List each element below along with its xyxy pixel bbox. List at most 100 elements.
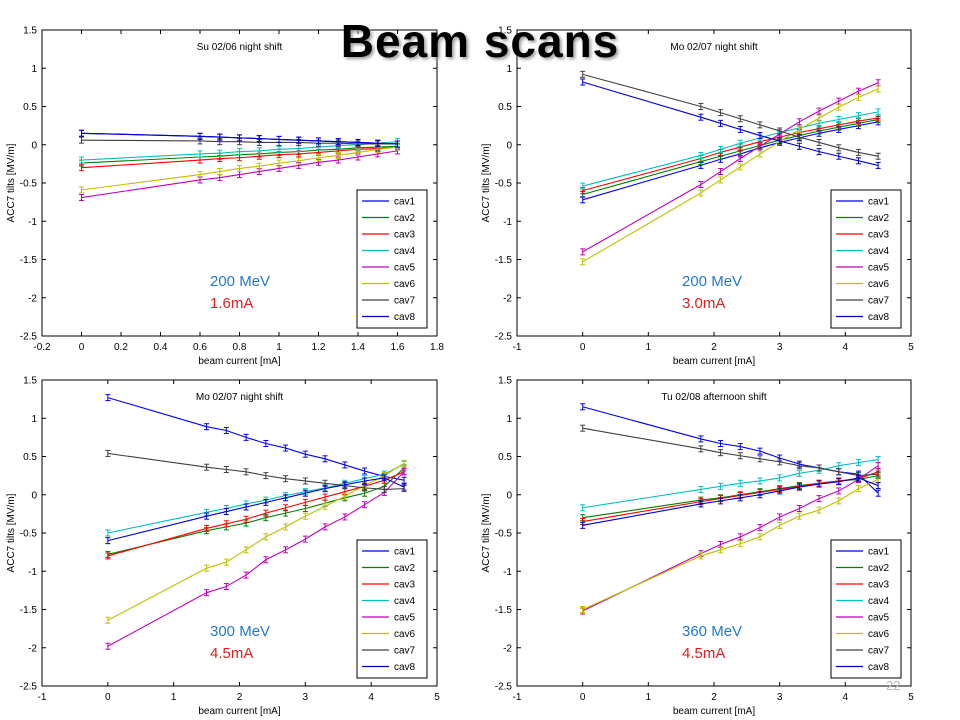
page-number: 22 bbox=[886, 678, 901, 693]
y-tick-label: 1.5 bbox=[498, 376, 512, 387]
annotation-1: 4.5mA bbox=[682, 645, 725, 662]
legend-label: cav2 bbox=[394, 563, 416, 574]
x-tick-label: 4 bbox=[843, 692, 849, 703]
y-tick-label: 0.5 bbox=[23, 102, 37, 113]
legend: cav1 cav2 cav3 cav4 cav5 cav6 cav7 cav8 bbox=[356, 189, 428, 329]
series-line bbox=[107, 463, 405, 534]
series-line bbox=[107, 462, 405, 621]
legend-label: cav5 bbox=[394, 263, 416, 274]
chart-mo-0207-b: -1 0 1 2 3 4 5 -2.5 -2 -1.5 -1 -0.5 0 0.5 1 1.5 beam cur… bbox=[6, 376, 440, 718]
y-tick-label: -2.5 bbox=[495, 332, 513, 343]
x-tick-label: 1 bbox=[646, 342, 652, 353]
y-tick-label: 1 bbox=[31, 64, 37, 75]
y-axis-label: ACC7 tilts [MV/m] bbox=[6, 493, 17, 572]
series-cav7 bbox=[580, 70, 881, 160]
x-tick-label: 3 bbox=[303, 692, 309, 703]
series-cav8 bbox=[580, 474, 881, 529]
series-cav6 bbox=[79, 143, 400, 194]
chart-su-0206: -0.2 0 0.2 0.4 0.6 0.8 1 1.2 1.4 1.6 1.8 -2.5 -2 -1.5… bbox=[6, 26, 444, 368]
series-cav8 bbox=[580, 78, 881, 169]
x-axis-label: beam current [mA] bbox=[673, 356, 755, 367]
x-tick-label: 3 bbox=[777, 692, 783, 703]
y-tick-label: 1.5 bbox=[23, 26, 37, 37]
series-line bbox=[107, 452, 405, 490]
y-tick-label: 1 bbox=[31, 414, 37, 425]
y-axis-label: ACC7 tilts [MV/m] bbox=[6, 143, 17, 222]
legend-label: cav8 bbox=[868, 312, 890, 323]
y-tick-label: 1.5 bbox=[23, 376, 37, 387]
legend-label: cav4 bbox=[394, 246, 416, 257]
x-tick-label: 2 bbox=[711, 342, 717, 353]
x-tick-label: 1 bbox=[646, 692, 652, 703]
legend: cav1 cav2 cav3 cav4 cav5 cav6 cav7 cav8 bbox=[830, 539, 902, 679]
x-tick-label: 1.2 bbox=[312, 342, 326, 353]
x-tick-label: 0 bbox=[105, 692, 111, 703]
x-tick-label: 0.2 bbox=[114, 342, 128, 353]
series-line bbox=[107, 477, 405, 542]
legend-label: cav4 bbox=[394, 596, 416, 607]
y-tick-label: -2 bbox=[503, 293, 512, 304]
series-line bbox=[107, 397, 405, 481]
legend-box bbox=[830, 189, 902, 329]
x-axis-label: beam current [mA] bbox=[673, 706, 755, 717]
y-tick-label: -1 bbox=[28, 567, 37, 578]
legend-label: cav4 bbox=[868, 596, 890, 607]
legend-label: cav1 bbox=[868, 197, 890, 208]
y-tick-label: 0 bbox=[31, 490, 37, 501]
y-tick-label: 0.5 bbox=[498, 102, 512, 113]
legend-label: cav7 bbox=[868, 296, 890, 307]
chart-title: Mo 02/07 night shift bbox=[196, 392, 283, 403]
legend: cav1 cav2 cav3 cav4 cav5 cav6 cav7 cav8 bbox=[356, 539, 428, 679]
series-cav5 bbox=[580, 462, 881, 615]
legend-label: cav2 bbox=[868, 563, 890, 574]
y-tick-label: -2 bbox=[28, 643, 37, 654]
y-tick-label: 1 bbox=[506, 414, 512, 425]
series-line bbox=[81, 132, 398, 145]
legend-label: cav2 bbox=[394, 213, 416, 224]
chart-title: Mo 02/07 night shift bbox=[670, 42, 757, 53]
x-tick-label: 0 bbox=[580, 692, 586, 703]
x-tick-label: -1 bbox=[38, 692, 47, 703]
legend-label: cav7 bbox=[394, 296, 416, 307]
y-axis-label: ACC7 tilts [MV/m] bbox=[481, 493, 492, 572]
legend-label: cav2 bbox=[868, 213, 890, 224]
y-tick-label: -1 bbox=[28, 217, 37, 228]
series-cav7 bbox=[580, 424, 881, 480]
annotation-1: 1.6mA bbox=[210, 295, 253, 312]
legend-label: cav3 bbox=[394, 230, 416, 241]
x-tick-label: 4 bbox=[843, 342, 849, 353]
legend-label: cav3 bbox=[868, 580, 890, 591]
x-tick-label: 2 bbox=[237, 692, 243, 703]
legend-label: cav1 bbox=[394, 547, 416, 558]
y-tick-label: -2.5 bbox=[20, 682, 38, 693]
y-tick-label: 0 bbox=[506, 490, 512, 501]
x-tick-label: 1.6 bbox=[391, 342, 405, 353]
annotation-0: 360 MeV bbox=[682, 623, 742, 640]
legend-label: cav5 bbox=[394, 613, 416, 624]
legend-box bbox=[356, 539, 428, 679]
x-tick-label: 1 bbox=[276, 342, 282, 353]
legend-label: cav7 bbox=[868, 646, 890, 657]
legend-label: cav8 bbox=[394, 312, 416, 323]
legend-label: cav8 bbox=[394, 662, 416, 673]
y-tick-label: 0 bbox=[31, 140, 37, 151]
series-cav6 bbox=[580, 475, 881, 613]
annotation-1: 3.0mA bbox=[682, 295, 725, 312]
y-tick-label: 0.5 bbox=[498, 452, 512, 463]
y-tick-label: -1.5 bbox=[20, 605, 38, 616]
x-tick-label: 5 bbox=[908, 342, 914, 353]
y-tick-label: -2 bbox=[503, 643, 512, 654]
x-axis-label: beam current [mA] bbox=[198, 356, 280, 367]
x-axis-label: beam current [mA] bbox=[198, 706, 280, 717]
y-tick-label: -0.5 bbox=[20, 179, 38, 190]
legend-label: cav6 bbox=[868, 279, 890, 290]
legend-label: cav3 bbox=[868, 230, 890, 241]
x-tick-label: 1.4 bbox=[351, 342, 365, 353]
x-tick-label: 3 bbox=[777, 342, 783, 353]
annotation-0: 300 MeV bbox=[210, 623, 270, 640]
y-tick-label: -1.5 bbox=[495, 605, 513, 616]
x-tick-label: 0.8 bbox=[233, 342, 247, 353]
legend-label: cav4 bbox=[868, 246, 890, 257]
series-line bbox=[107, 471, 405, 557]
